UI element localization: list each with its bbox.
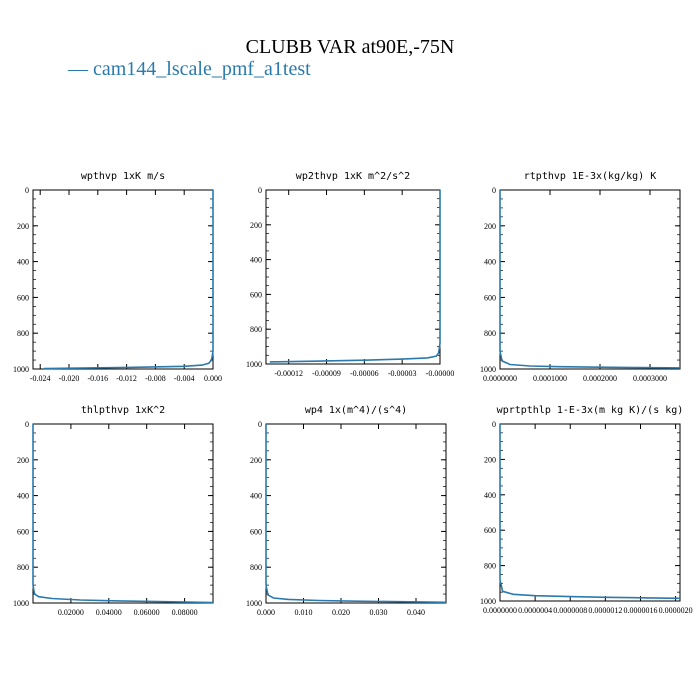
x-tick-label: 0.0000020 [659, 606, 693, 615]
x-tick-label: 0.06000 [134, 608, 160, 617]
legend-label: cam144_lscale_pmf_a1test [93, 58, 311, 80]
series-line [32, 424, 214, 604]
y-tick-label: 600 [250, 527, 262, 536]
x-tick-label: -0.00003 [388, 369, 417, 378]
y-tick-label: 200 [250, 456, 262, 465]
chart-panel-3: rtpthvp 1E-3x(kg/kg) K020040060080010000… [480, 171, 681, 383]
x-tick-label: 0.08000 [172, 608, 198, 617]
legend-line-icon: — [68, 58, 93, 80]
x-tick-label: 0.0000000 [483, 374, 517, 383]
y-tick-label: 200 [250, 221, 262, 230]
y-tick-label: 1000 [246, 599, 262, 608]
x-tick-label: 0.0000012 [588, 606, 622, 615]
y-tick-label: 800 [250, 325, 262, 334]
plot-frame [499, 189, 681, 370]
page-title: CLUBB VAR at90E,-75N [245, 36, 455, 58]
x-tick-label: 0.04000 [96, 608, 122, 617]
chart-panel-4: thlpthvp 1xK^2 0 200 400 600 800 1000 0.02000 0.… [13, 405, 214, 617]
y-tick-label: 800 [484, 329, 496, 338]
y-tick-label: 0 [492, 420, 496, 429]
y-tick-label: 800 [17, 563, 29, 572]
x-tick-label: -0.00009 [312, 369, 341, 378]
y-tick-label: 1000 [13, 599, 29, 608]
x-tick-label: 0.0002000 [583, 374, 617, 383]
chart-title: thlpthvp 1xK^2 [81, 405, 165, 416]
x-tick-label: -0.012 [116, 374, 137, 383]
x-tick-label: -0.024 [30, 374, 51, 383]
y-tick-label: 800 [250, 563, 262, 572]
x-tick-label: 0.0000004 [518, 606, 552, 615]
y-tick-label: 1000 [246, 360, 262, 369]
chart-title: wprtpthlp 1-E-3x(m kg K)/(s kg) [497, 405, 684, 416]
chart-panel-2: wp2thvp 1xK m^2/s^2 0 200 400 600 800 1000 -0.0… [246, 171, 454, 378]
y-tick-label: 600 [17, 293, 29, 302]
y-tick-label: 0 [258, 420, 262, 429]
y-tick-label: 800 [17, 329, 29, 338]
y-tick-label: 600 [17, 527, 29, 536]
x-tick-label: -0.008 [145, 374, 166, 383]
y-tick-label: 1000 [480, 365, 496, 374]
chart-panel-6: wprtpthlp 1-E-3x(m kg K)/(s kg)0 200 400 60… [480, 405, 693, 615]
x-tick-label: -0.00006 [350, 369, 379, 378]
x-tick-label: 0.000 [204, 374, 222, 383]
x-tick-label: 0.0000016 [623, 606, 657, 615]
x-tick-label: 0.030 [370, 608, 388, 617]
x-tick-label: -0.00012 [274, 369, 303, 378]
chart-title: wpthvp 1xK m/s [81, 171, 165, 182]
series-line [43, 190, 214, 370]
chart-title: rtpthvp 1E-3x(kg/kg) K [524, 171, 656, 182]
y-tick-label: 0 [258, 186, 262, 195]
series-line [499, 190, 681, 369]
x-tick-label: 0.0000000 [483, 606, 517, 615]
y-tick-label: 1000 [13, 365, 29, 374]
y-tick-label: 200 [484, 222, 496, 231]
plot-frame [499, 423, 681, 602]
y-tick-label: 1000 [480, 597, 496, 606]
y-tick-label: 600 [484, 293, 496, 302]
x-tick-label: 0.000 [257, 608, 275, 617]
x-tick-label: -0.016 [87, 374, 108, 383]
y-tick-label: 400 [250, 256, 262, 265]
x-tick-label: -0.00000 [426, 369, 455, 378]
y-tick-label: 600 [484, 526, 496, 535]
x-tick-label: 0.0003000 [633, 374, 667, 383]
y-tick-label: 0 [25, 420, 29, 429]
x-tick-label: 0.0000008 [553, 606, 587, 615]
plot-frame [32, 423, 214, 604]
y-tick-label: 200 [17, 456, 29, 465]
plot-frame [265, 423, 447, 604]
y-tick-label: 800 [484, 562, 496, 571]
y-tick-label: 400 [17, 492, 29, 501]
series-line [269, 190, 441, 363]
chart-panel-1: wpthvp 1xK m/s 0 200 400 600 800 1000-0.024 -0.… [13, 171, 222, 383]
y-tick-label: 400 [250, 492, 262, 501]
x-tick-label: 0.020 [332, 608, 350, 617]
y-tick-label: 200 [484, 455, 496, 464]
y-tick-label: 400 [17, 258, 29, 267]
x-tick-label: 0.0001000 [533, 374, 567, 383]
y-tick-label: 400 [484, 258, 496, 267]
x-tick-label: 0.010 [295, 608, 313, 617]
series-line [499, 424, 681, 600]
chart-title: wp2thvp 1xK m^2/s^2 [296, 171, 410, 182]
y-tick-label: 0 [492, 186, 496, 195]
legend: — cam144_lscale_pmf_a1test [68, 58, 311, 81]
y-tick-label: 0 [25, 186, 29, 195]
plot-frame [32, 189, 214, 370]
x-tick-label: 0.02000 [58, 608, 84, 617]
y-tick-label: 600 [250, 290, 262, 299]
series-line [265, 424, 447, 604]
y-tick-label: 200 [17, 222, 29, 231]
x-tick-label: -0.004 [174, 374, 195, 383]
plot-frame [265, 189, 441, 365]
chart-title: wp4 1x(m^4)/(s^4) [305, 405, 407, 416]
y-tick-label: 400 [484, 491, 496, 500]
x-tick-label: 0.040 [407, 608, 425, 617]
x-tick-label: -0.020 [59, 374, 80, 383]
